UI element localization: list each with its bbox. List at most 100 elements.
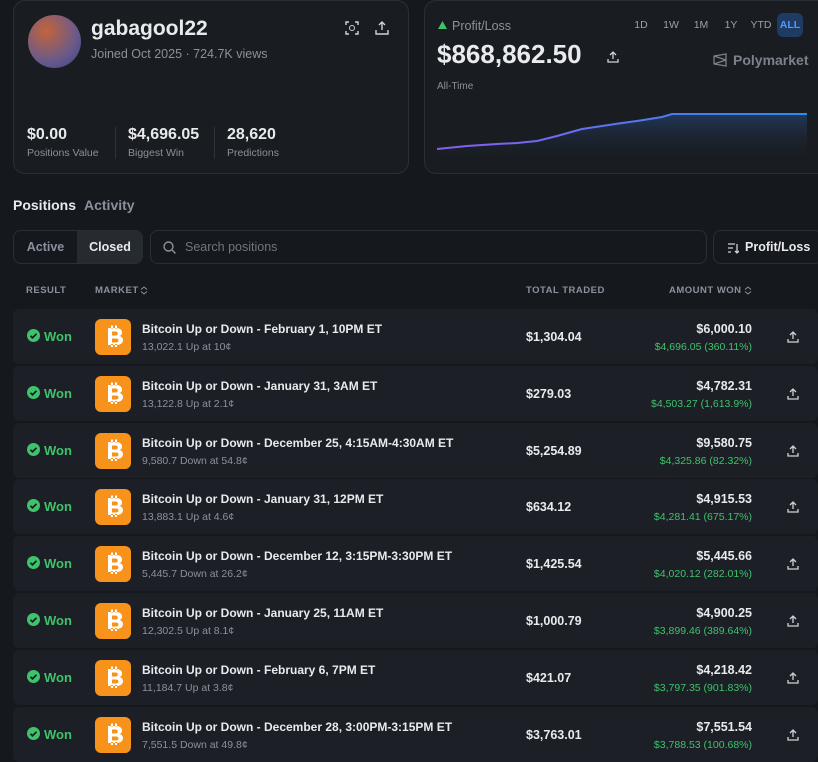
stat-label: Predictions [227, 147, 279, 159]
market-detail: 13,022.1 Up at 10¢ [142, 341, 232, 353]
share-button[interactable] [787, 500, 799, 518]
joined: Joined Oct 2025 · 724.7K views [91, 47, 268, 61]
result: Won [44, 556, 72, 572]
column-header[interactable]: MARKET [95, 285, 139, 296]
amount-won: $7,551.54 [696, 719, 752, 734]
market-icon [95, 659, 131, 701]
filter[interactable]: Closed [77, 231, 143, 263]
market-icon [95, 319, 131, 360]
share-button[interactable] [787, 387, 799, 405]
result: Won [44, 499, 72, 515]
position-row[interactable]: Won Bitcoin Up or Down - January 31, 12PM… [13, 479, 818, 535]
range-button[interactable]: YTD [750, 19, 772, 31]
tab[interactable]: Activity [84, 197, 135, 213]
range-button[interactable]: 1M [693, 19, 709, 31]
won-icon [27, 726, 40, 745]
share-icon[interactable] [607, 51, 619, 63]
total-traded: $1,304.04 [526, 330, 582, 344]
divider [214, 127, 215, 159]
range-button[interactable]: ALL [777, 13, 803, 37]
stat-value: $0.00 [27, 126, 68, 143]
filter[interactable]: Active [26, 240, 65, 254]
position-row[interactable]: Won Bitcoin Up or Down - February 1, 10PM… [13, 309, 818, 364]
total-traded: $421.07 [526, 670, 572, 685]
market-title: Bitcoin Up or Down - January 31, 3AM ET [142, 378, 378, 393]
stat-label: Positions Value [27, 147, 99, 159]
share-button[interactable] [787, 728, 799, 746]
pnl-label: Profit/Loss [452, 19, 512, 33]
market-title: Bitcoin Up or Down - December 28, 3:00PM… [142, 719, 453, 734]
share-button[interactable] [787, 444, 799, 462]
search-icon [163, 241, 176, 254]
result: Won [44, 726, 72, 742]
position-row[interactable]: Won Bitcoin Up or Down - January 25, 11AM… [13, 593, 818, 648]
total-traded: $3,763.01 [526, 727, 582, 742]
market-icon [95, 489, 131, 530]
market-title: Bitcoin Up or Down - January 31, 12PM ET [142, 492, 384, 507]
range-button[interactable]: 1Y [724, 19, 738, 31]
tab[interactable]: Positions [13, 197, 77, 213]
search-box[interactable]: Search positions [150, 230, 707, 264]
position-row[interactable]: Won Bitcoin Up or Down - February 6, 7PM … [13, 649, 818, 705]
gain: $4,696.05 (360.11%) [654, 341, 752, 353]
result: Won [44, 613, 72, 628]
stat-value: 28,620 [227, 126, 276, 143]
scan-icon[interactable] [345, 21, 359, 35]
search-placeholder: Search positions [185, 240, 278, 254]
position-row[interactable]: Won Bitcoin Up or Down - December 28, 3:0… [13, 706, 818, 762]
share-button[interactable] [787, 614, 799, 632]
total-traded: $279.03 [526, 386, 572, 401]
position-row[interactable]: Won Bitcoin Up or Down - December 25, 4:1… [13, 422, 818, 478]
divider [115, 127, 116, 159]
total-traded: $1,000.79 [526, 614, 582, 628]
result: Won [44, 385, 72, 401]
stat-label: Biggest Win [128, 147, 185, 159]
pnl-card: Profit/Loss 1D 1W 1M 1Y YTD ALL $868,862.50 P… [424, 0, 818, 174]
column-header[interactable]: AMOUNT WON [669, 285, 742, 296]
market-title: Bitcoin Up or Down - December 25, 4:15AM… [142, 435, 454, 450]
market-icon [95, 375, 131, 417]
result: Won [44, 329, 72, 344]
amount-won: $5,445.66 [696, 549, 752, 564]
result: Won [44, 669, 72, 685]
position-row[interactable]: Won Bitcoin Up or Down - December 12, 3:1… [13, 536, 818, 592]
pnl-sparkline [437, 113, 807, 161]
profile-card: gabagool22 Joined Oct 2025 · 724.7K view… [13, 0, 409, 174]
share-button[interactable] [787, 557, 799, 575]
brand-logo [713, 53, 727, 67]
brand: Polymarket [733, 52, 809, 68]
market-title: Bitcoin Up or Down - February 6, 7PM ET [142, 662, 376, 677]
market-detail: 11,184.7 Up at 3.8¢ [142, 681, 234, 694]
market-icon [95, 432, 131, 474]
amount-won: $4,915.53 [696, 492, 752, 507]
market-icon [95, 603, 131, 644]
won-icon [27, 556, 40, 574]
total-traded: $5,254.89 [526, 443, 582, 458]
gain: $3,899.46 (389.64%) [653, 625, 752, 637]
range-button[interactable]: 1W [663, 19, 679, 31]
market-icon [95, 716, 131, 758]
market-detail: 7,551.5 Down at 49.8¢ [142, 738, 248, 751]
share-button[interactable] [787, 671, 799, 689]
avatar [28, 15, 81, 68]
won-icon [27, 499, 40, 517]
market-detail: 12,302.5 Up at 8.1¢ [142, 625, 235, 637]
sort-button[interactable]: Profit/Loss [713, 230, 818, 264]
share-icon[interactable] [375, 21, 389, 35]
gain: $4,281.41 (675.17%) [653, 511, 752, 524]
range-button[interactable]: 1D [634, 19, 648, 31]
amount-won: $6,000.10 [696, 322, 752, 336]
amount-won: $9,580.75 [696, 435, 752, 450]
market-title: Bitcoin Up or Down - February 1, 10PM ET [142, 322, 383, 336]
column-header: TOTAL TRADED [526, 285, 605, 296]
sort-icon [728, 243, 739, 254]
amount-won: $4,900.25 [696, 606, 752, 620]
sort-caret [744, 286, 752, 295]
won-icon [27, 329, 40, 347]
share-button[interactable] [787, 330, 799, 348]
position-row[interactable]: Won Bitcoin Up or Down - January 31, 3AM … [13, 365, 818, 421]
market-icon [95, 546, 131, 587]
stat-value: $4,696.05 [128, 126, 200, 143]
filter-group: Active Closed [13, 230, 143, 264]
